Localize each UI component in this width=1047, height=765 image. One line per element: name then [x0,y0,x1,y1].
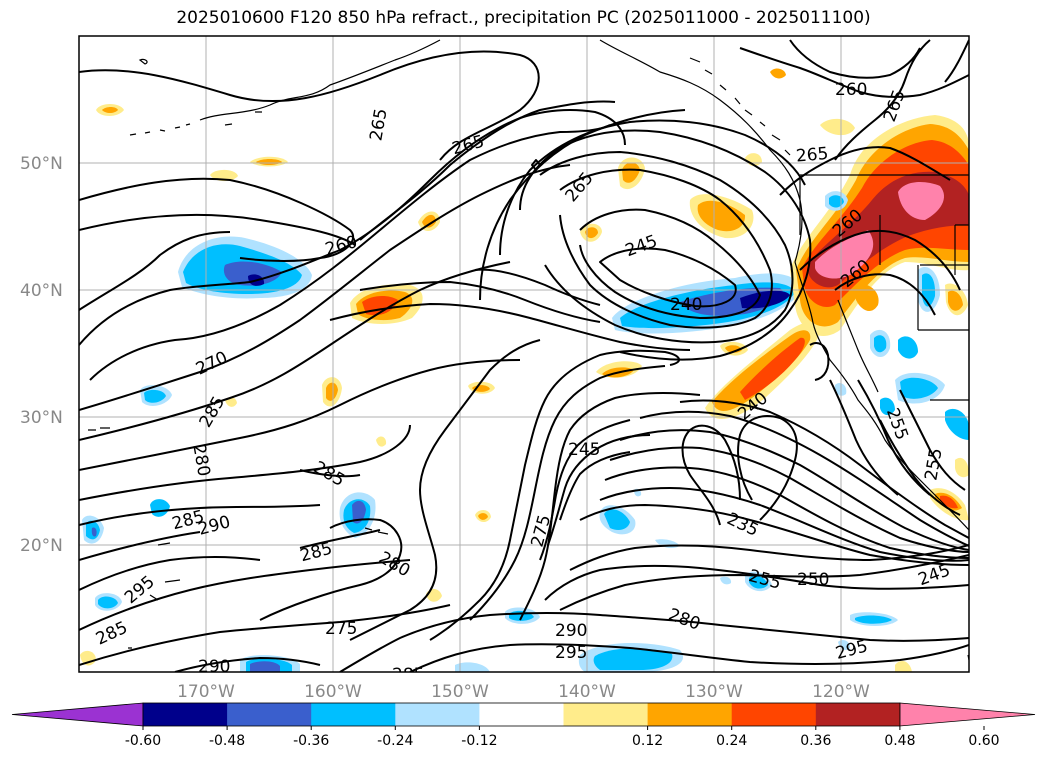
colorbar-cell [479,703,564,726]
lon-label: 140°W [558,682,616,702]
colorbar: -0.60 -0.48 -0.36 -0.24 -0.12 0.12 0.24 0.36 0.4… [11,702,1036,749]
map-plot-area: 265 265 265 260 260 265 245 240 270 285 … [79,36,969,685]
contour-labels: 265 265 265 260 260 265 245 240 270 285 … [93,80,953,685]
contour-label: 285 [392,665,424,685]
colorbar-tick-label: 0.12 [632,733,663,749]
colorbar-cell [563,703,649,726]
colorbar-tick-label: 0.36 [800,733,831,749]
map-frame [78,35,970,673]
gridlines [79,36,969,672]
colorbar-cell [899,702,1036,727]
longitude-labels: 170°W 160°W 150°W 140°W 130°W 120°W [177,682,870,702]
colorbar-cell [731,703,817,726]
lon-label: 120°W [812,682,870,702]
colorbar-frame [142,702,901,727]
lat-label: 40°N [20,281,63,301]
colorbar-tick-label: -0.24 [377,733,413,749]
contour-label: 265 [795,144,829,167]
lon-label: 170°W [177,682,235,702]
colorbar-tick-label: -0.60 [125,733,161,749]
lon-label: 130°W [685,682,743,702]
colorbar-cell [395,703,480,726]
coastlines [88,39,969,661]
colorbar-cell [815,703,901,726]
colorbar-tick-label: 0.60 [968,733,999,749]
colorbar-cell [11,702,144,727]
contour-label: 260 [835,80,867,100]
colorbar-tick-label: -0.48 [209,733,245,749]
contour-label: 245 [568,440,600,460]
contour-label: 240 [670,295,702,315]
contour-label: 295 [555,643,587,663]
colorbar-tick-label: -0.36 [293,733,329,749]
colorbar-cell [311,703,396,726]
lat-label: 20°N [20,536,63,556]
colorbar-cell [227,703,312,726]
lat-label: 50°N [20,154,63,174]
colorbar-cell [647,703,733,726]
colorbar-tick-label: -0.12 [461,733,497,749]
contour-label: 250 [797,570,829,590]
lon-label: 150°W [431,682,489,702]
map-title: 2025010600 F120 850 hPa refract., precip… [176,8,871,28]
contour-label: 290 [555,621,587,641]
contour-label: 290 [198,657,230,677]
colorbar-cell [143,703,228,726]
contour-label: 275 [325,619,357,639]
lat-label: 30°N [20,408,63,428]
refractivity-contours [79,39,969,672]
lon-label: 160°W [304,682,362,702]
colorbar-tick-label: 0.24 [716,733,747,749]
colorbar-tick-label: 0.48 [884,733,915,749]
latitude-labels: 50°N 40°N 30°N 20°N [20,154,63,556]
